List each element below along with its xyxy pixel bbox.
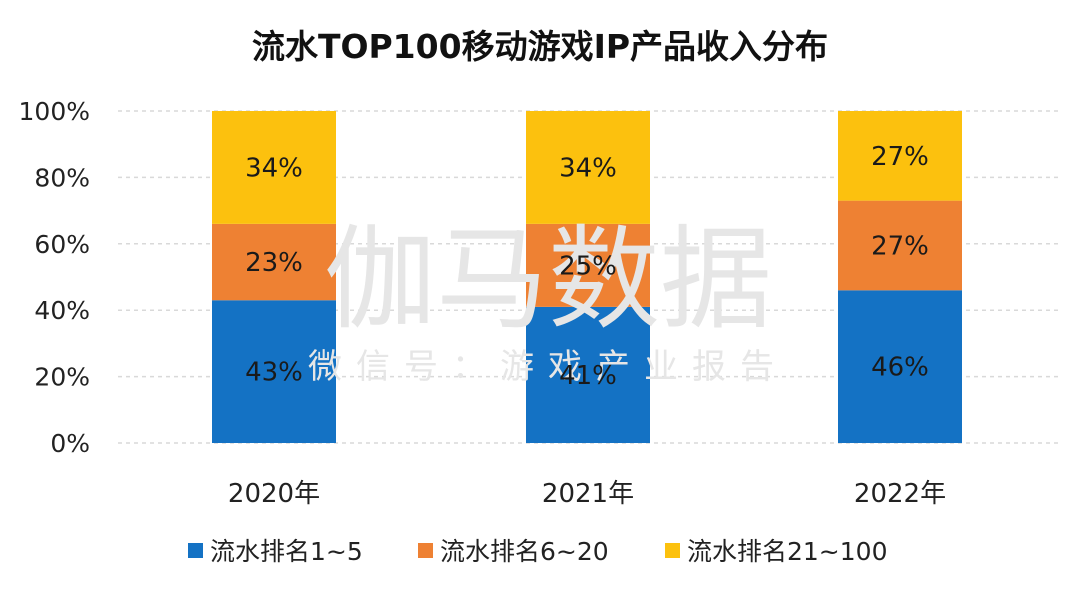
x-axis-categories: 2020年 2021年 2022年: [228, 479, 946, 509]
data-label: 27%: [871, 142, 929, 172]
bar-segment: [838, 290, 962, 443]
data-labels: 43% 23% 34% 41% 25% 34% 46% 27% 27%: [245, 142, 929, 391]
x-category-label: 2020年: [228, 479, 320, 509]
watermark-sub: 微信号：游戏产业报告: [308, 347, 788, 387]
data-label: 25%: [559, 251, 617, 281]
legend-label: 流水排名1~5: [210, 537, 363, 566]
legend: 流水排名1~5 流水排名6~20 流水排名21~100: [188, 537, 887, 566]
watermark: 伽马数据 微信号：游戏产业报告: [308, 215, 788, 387]
bar-segment: [212, 111, 336, 224]
bar-segment: [212, 223, 336, 301]
y-tick-label: 100%: [19, 97, 90, 126]
x-category-label: 2021年: [542, 479, 634, 509]
bars: [212, 111, 962, 443]
bar-segment: [838, 200, 962, 291]
legend-label: 流水排名6~20: [440, 537, 609, 566]
legend-label: 流水排名21~100: [687, 537, 887, 566]
y-axis-ticks: 0% 20% 40% 60% 80% 100%: [19, 97, 90, 458]
data-label: 46%: [871, 353, 929, 383]
legend-item: 流水排名6~20: [418, 537, 609, 566]
legend-item: 流水排名1~5: [188, 537, 363, 566]
bar-segment: [838, 111, 962, 201]
watermark-main: 伽马数据: [324, 215, 772, 345]
y-tick-label: 0%: [50, 429, 90, 458]
legend-swatch: [188, 543, 203, 558]
chart-title: 流水TOP100移动游戏IP产品收入分布: [252, 27, 828, 66]
data-label: 23%: [245, 248, 303, 278]
data-label: 43%: [245, 358, 303, 388]
y-tick-label: 20%: [34, 363, 90, 392]
bar-segment: [526, 223, 650, 307]
legend-swatch: [418, 543, 433, 558]
y-tick-label: 60%: [34, 230, 90, 259]
bar-segment: [526, 111, 650, 224]
data-label: 41%: [559, 361, 617, 391]
y-tick-label: 80%: [34, 163, 90, 192]
data-label: 34%: [245, 153, 303, 183]
bar-segment: [212, 300, 336, 443]
legend-item: 流水排名21~100: [665, 537, 887, 566]
y-tick-label: 40%: [34, 296, 90, 325]
bar-segment: [526, 306, 650, 443]
legend-swatch: [665, 543, 680, 558]
data-label: 34%: [559, 153, 617, 183]
data-label: 27%: [871, 231, 929, 261]
x-category-label: 2022年: [854, 479, 946, 509]
